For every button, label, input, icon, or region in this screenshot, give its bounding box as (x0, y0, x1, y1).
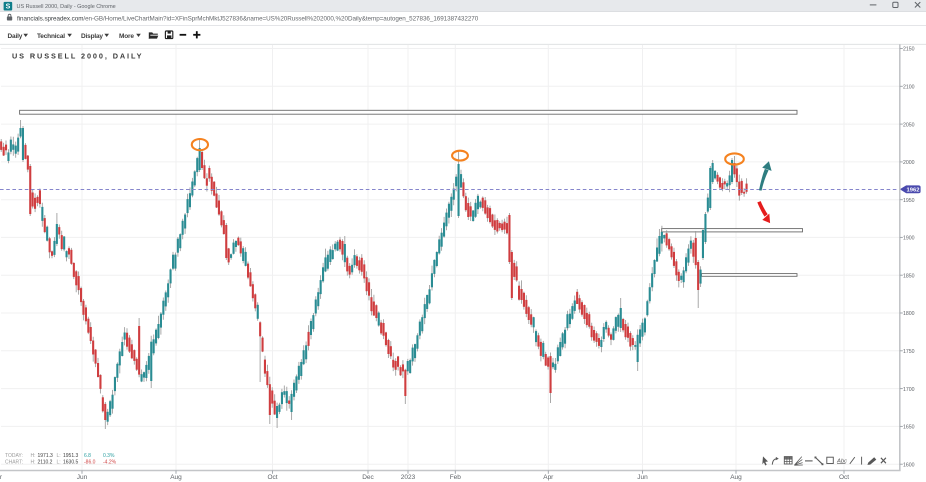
svg-text:US Russell 2000, Daily - Googl: US Russell 2000, Daily - Google Chrome (17, 4, 116, 10)
svg-text:1850: 1850 (903, 273, 915, 279)
svg-text:1800: 1800 (903, 311, 915, 317)
svg-text:Daily: Daily (8, 33, 23, 40)
svg-text:Apr: Apr (543, 474, 554, 481)
svg-text:1650: 1650 (903, 425, 915, 431)
svg-text:Jun: Jun (637, 474, 648, 481)
svg-text:Abc: Abc (836, 458, 847, 464)
svg-text:1700: 1700 (903, 387, 915, 393)
svg-text:Dec: Dec (362, 474, 374, 481)
svg-text:Display: Display (81, 33, 103, 40)
svg-text:More: More (119, 33, 134, 40)
svg-text:2050: 2050 (903, 122, 915, 128)
svg-text:S: S (6, 4, 11, 11)
svg-text:Aug: Aug (730, 474, 742, 481)
svg-text:Jun: Jun (77, 474, 88, 481)
svg-text:1750: 1750 (903, 349, 915, 355)
svg-text:1600: 1600 (903, 462, 915, 468)
svg-text:1962: 1962 (907, 188, 920, 194)
svg-text:2150: 2150 (903, 47, 915, 53)
svg-text:Oct: Oct (267, 474, 277, 481)
svg-text:Technical: Technical (37, 33, 65, 40)
svg-text:1900: 1900 (903, 236, 915, 242)
svg-text:Feb: Feb (450, 474, 462, 481)
svg-text:2023: 2023 (401, 474, 416, 481)
svg-text:1950: 1950 (903, 198, 915, 204)
svg-text:Oct: Oct (839, 474, 849, 481)
svg-text:2000: 2000 (903, 160, 915, 166)
svg-text:TODAY:H:1971.3L:1951.36.80.3%: TODAY: H: 1971.3 L: 1951.3 6.8 0.3% (5, 453, 115, 459)
svg-text:2100: 2100 (903, 85, 915, 91)
svg-text:US RUSSELL 2000, DAILY: US RUSSELL 2000, DAILY (12, 52, 143, 61)
svg-text:Apr: Apr (0, 474, 3, 481)
svg-text:financials.spreadex.com/en-GB/: financials.spreadex.com/en-GB/Home/LiveC… (17, 16, 479, 23)
svg-text:Aug: Aug (170, 474, 182, 481)
